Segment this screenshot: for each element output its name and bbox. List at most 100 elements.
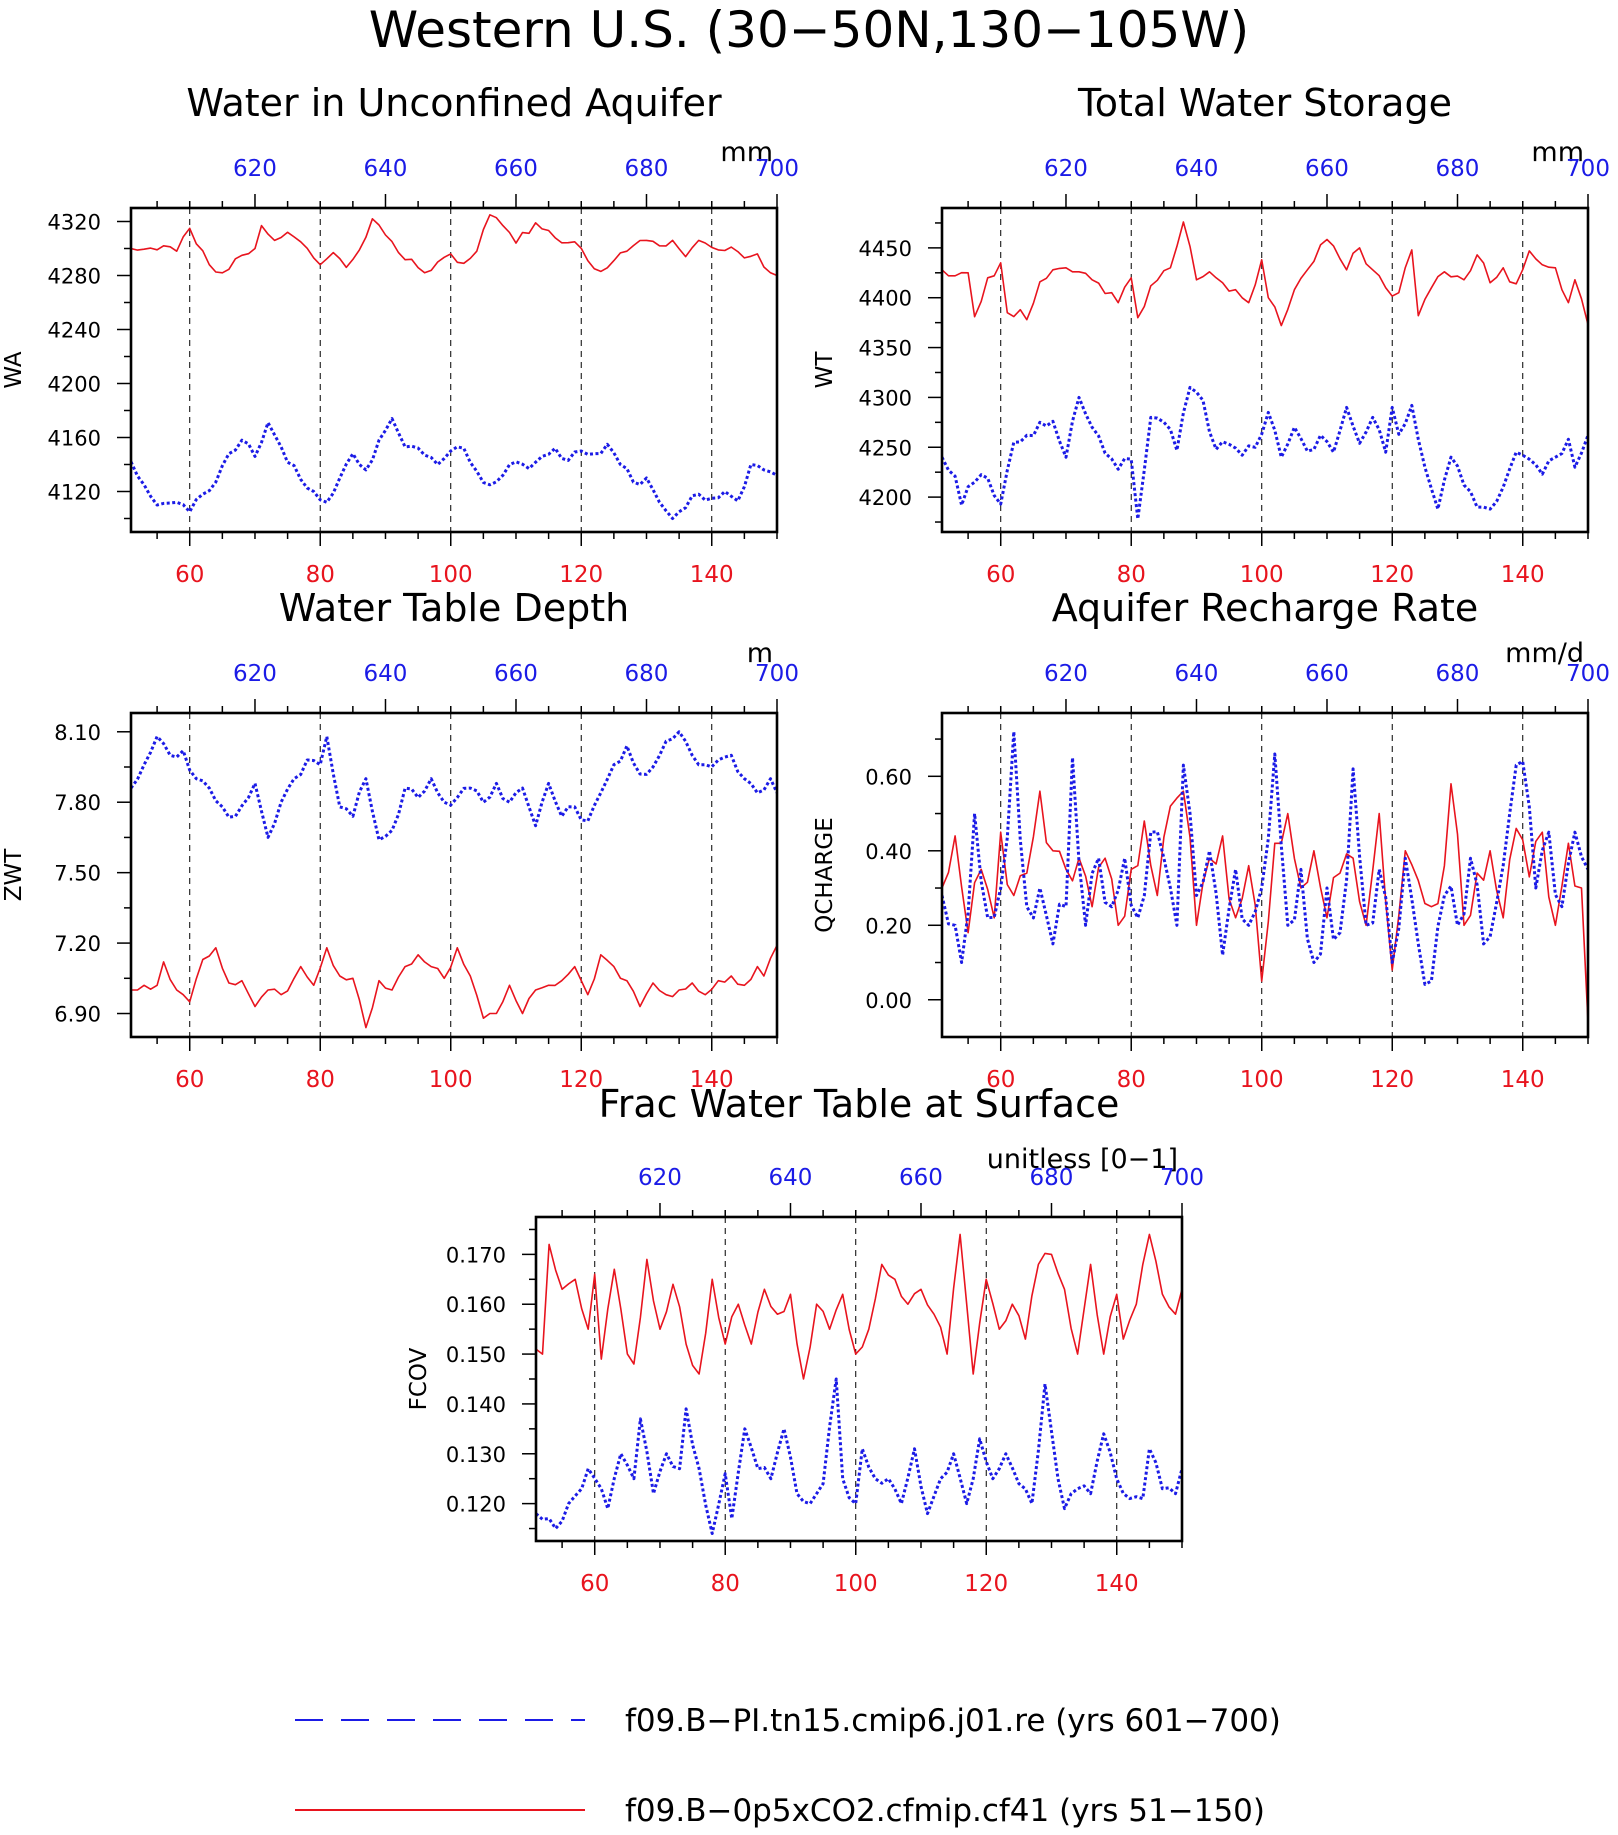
y-tick-label: 4200 bbox=[859, 486, 912, 510]
x-tick-label: 100 bbox=[1240, 1067, 1284, 1093]
series-line-blue bbox=[536, 1377, 1182, 1535]
x-tick-label: 80 bbox=[711, 1571, 740, 1597]
x-tick-label: 80 bbox=[1117, 1067, 1146, 1093]
x-top-tick-label: 640 bbox=[1175, 156, 1219, 182]
y-tick-label: 0.160 bbox=[446, 1293, 506, 1317]
x-top-tick-label: 660 bbox=[899, 1165, 943, 1191]
x-top-tick-label: 620 bbox=[233, 661, 277, 687]
plot-frame bbox=[129, 711, 779, 1039]
panel-title: Water in Unconfined Aquifer bbox=[186, 81, 722, 125]
y-tick-label: 0.130 bbox=[446, 1443, 506, 1467]
units-label: mm/d bbox=[1505, 638, 1584, 669]
y-tick-label: 0.120 bbox=[446, 1493, 506, 1517]
x-top-tick-label: 640 bbox=[1175, 661, 1219, 687]
x-top-tick-label: 680 bbox=[1436, 156, 1480, 182]
panel-title: Total Water Storage bbox=[1077, 81, 1452, 125]
panels: Water in Unconfined Aquifer mm 60 80 100 120 1… bbox=[1, 81, 1610, 1597]
x-tick-label: 120 bbox=[559, 1067, 603, 1093]
x-tick-label: 60 bbox=[986, 562, 1015, 588]
x-tick-label: 60 bbox=[175, 1067, 204, 1093]
units-label: mm bbox=[720, 137, 773, 168]
x-tick-label: 60 bbox=[986, 1067, 1015, 1093]
x-tick-label: 120 bbox=[964, 1571, 1008, 1597]
y-tick-label: 4160 bbox=[48, 427, 101, 451]
y-tick-label: 7.20 bbox=[54, 932, 101, 956]
y-tick-label: 4240 bbox=[48, 319, 101, 343]
y-tick-label: 4200 bbox=[48, 373, 101, 397]
panel-title: Aquifer Recharge Rate bbox=[1052, 586, 1479, 630]
x-top-tick-label: 680 bbox=[1436, 661, 1480, 687]
x-tick-label: 60 bbox=[580, 1571, 609, 1597]
y-tick-label: 4320 bbox=[48, 211, 101, 235]
x-tick-label: 140 bbox=[690, 1067, 734, 1093]
legend: f09.B−PI.tn15.cmip6.j01.re (yrs 601−700)… bbox=[295, 1703, 1281, 1829]
y-tick-label: 4350 bbox=[859, 337, 912, 361]
panel-2: Total Water Storage mm 60 80 100 120 140 620 640… bbox=[812, 81, 1610, 588]
plot-frame bbox=[129, 206, 779, 534]
plot-frame bbox=[534, 1215, 1184, 1543]
x-tick-label: 100 bbox=[834, 1571, 878, 1597]
y-tick-label: 0.00 bbox=[865, 989, 912, 1013]
x-tick-label: 120 bbox=[1370, 1067, 1414, 1093]
x-top-tick-label: 660 bbox=[1305, 661, 1349, 687]
y-tick-label: 4300 bbox=[859, 386, 912, 410]
x-top-tick-label: 700 bbox=[1160, 1165, 1204, 1191]
series-line-red bbox=[536, 1233, 1182, 1380]
y-tick-label: 6.90 bbox=[54, 1003, 101, 1027]
x-top-tick-label: 700 bbox=[755, 661, 799, 687]
x-top-tick-label: 640 bbox=[364, 661, 408, 687]
units-label: unitless [0−1] bbox=[987, 1144, 1178, 1175]
series-line-red bbox=[942, 221, 1588, 327]
y-tick-label: 0.60 bbox=[865, 765, 912, 789]
series-line-red bbox=[131, 945, 777, 1029]
plot-frame bbox=[940, 711, 1590, 1039]
y-axis-label: WT bbox=[812, 351, 838, 389]
units-label: mm bbox=[1531, 137, 1584, 168]
y-tick-label: 7.50 bbox=[54, 862, 101, 886]
x-top-tick-label: 700 bbox=[755, 156, 799, 182]
x-tick-label: 100 bbox=[429, 1067, 473, 1093]
series-line-blue bbox=[131, 417, 777, 520]
figure-title: Western U.S. (30−50N,130−105W) bbox=[369, 1, 1250, 59]
x-tick-label: 60 bbox=[175, 562, 204, 588]
series-line-blue bbox=[942, 730, 1588, 986]
x-tick-label: 140 bbox=[1095, 1571, 1139, 1597]
x-tick-label: 80 bbox=[306, 562, 335, 588]
x-top-tick-label: 680 bbox=[625, 661, 669, 687]
panel-title: Frac Water Table at Surface bbox=[599, 1082, 1120, 1126]
x-tick-label: 120 bbox=[559, 562, 603, 588]
y-axis-label: QCHARGE bbox=[812, 817, 838, 933]
panel-3: Water Table Depth m 60 80 100 120 140 620 640 660… bbox=[1, 586, 799, 1093]
x-tick-label: 80 bbox=[306, 1067, 335, 1093]
y-tick-label: 4250 bbox=[859, 436, 912, 460]
y-tick-label: 0.150 bbox=[446, 1343, 506, 1367]
x-top-tick-label: 660 bbox=[494, 661, 538, 687]
y-tick-label: 8.10 bbox=[54, 721, 101, 745]
x-tick-label: 140 bbox=[690, 562, 734, 588]
x-top-tick-label: 680 bbox=[625, 156, 669, 182]
plot-frame bbox=[940, 206, 1590, 534]
x-tick-label: 140 bbox=[1501, 562, 1545, 588]
y-axis-label: ZWT bbox=[1, 848, 27, 901]
y-tick-label: 4280 bbox=[48, 265, 101, 289]
x-top-tick-label: 620 bbox=[1044, 156, 1088, 182]
y-tick-label: 4400 bbox=[859, 287, 912, 311]
x-top-tick-label: 640 bbox=[364, 156, 408, 182]
y-tick-label: 0.40 bbox=[865, 840, 912, 864]
series-line-blue bbox=[131, 730, 777, 842]
x-top-tick-label: 700 bbox=[1566, 661, 1610, 687]
x-top-tick-label: 680 bbox=[1030, 1165, 1074, 1191]
y-tick-label: 0.20 bbox=[865, 914, 912, 938]
legend-label-1: f09.B−PI.tn15.cmip6.j01.re (yrs 601−700) bbox=[625, 1703, 1281, 1739]
series-line-red bbox=[131, 214, 777, 277]
y-tick-label: 7.80 bbox=[54, 791, 101, 815]
units-label: m bbox=[747, 638, 773, 669]
panel-title: Water Table Depth bbox=[279, 586, 630, 630]
legend-label-2: f09.B−0p5xCO2.cfmip.cf41 (yrs 51−150) bbox=[625, 1793, 1265, 1829]
y-tick-label: 0.140 bbox=[446, 1393, 506, 1417]
x-tick-label: 120 bbox=[1370, 562, 1414, 588]
x-top-tick-label: 620 bbox=[638, 1165, 682, 1191]
panel-5: Frac Water Table at Surface unitless [0−1… bbox=[406, 1082, 1204, 1597]
series-line-blue bbox=[942, 385, 1588, 521]
